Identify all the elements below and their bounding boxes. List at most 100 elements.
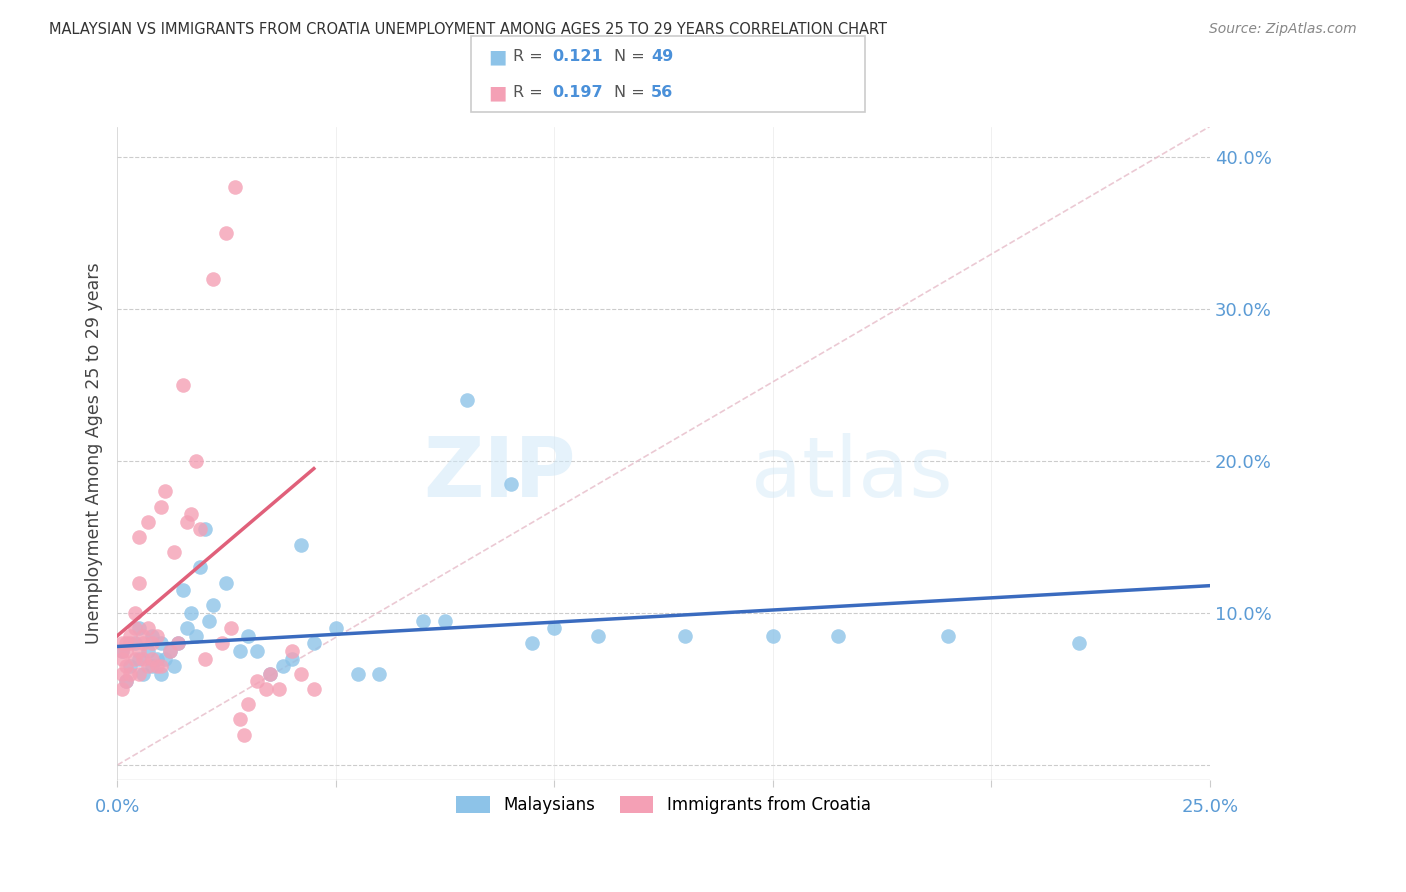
Point [128, 621, 150, 635]
Point [1067, 636, 1090, 650]
Point [325, 621, 347, 635]
Point [673, 629, 696, 643]
Point [110, 636, 132, 650]
Point [124, 606, 146, 620]
Text: Source: ZipAtlas.com: Source: ZipAtlas.com [1209, 22, 1357, 37]
Point [128, 651, 150, 665]
Text: R =: R = [513, 49, 548, 64]
Point [271, 659, 294, 673]
Point [281, 651, 304, 665]
Point [259, 666, 281, 681]
Point [224, 180, 246, 194]
Point [368, 666, 391, 681]
Point [136, 644, 159, 658]
Point [124, 636, 146, 650]
Point [115, 674, 138, 689]
Point [232, 728, 254, 742]
Point [149, 659, 172, 673]
Point [141, 659, 163, 673]
Point [543, 621, 565, 635]
Point [194, 523, 217, 537]
Point [132, 666, 155, 681]
Point [145, 659, 167, 673]
Point [215, 575, 238, 590]
Point [120, 666, 142, 681]
Point [499, 476, 522, 491]
Point [194, 651, 217, 665]
Point [202, 271, 225, 285]
Point [136, 621, 159, 635]
Point [762, 629, 785, 643]
Point [215, 226, 238, 240]
Point [188, 523, 211, 537]
Text: R =: R = [513, 85, 548, 100]
Point [172, 583, 194, 598]
Point [136, 659, 159, 673]
Point [141, 629, 163, 643]
Point [412, 614, 434, 628]
Point [136, 515, 159, 529]
Text: N =: N = [614, 85, 651, 100]
Point [115, 659, 138, 673]
Point [120, 629, 142, 643]
Point [228, 644, 250, 658]
Point [110, 644, 132, 658]
Point [184, 629, 207, 643]
Text: ZIP: ZIP [423, 433, 576, 514]
Point [128, 666, 150, 681]
Text: atlas: atlas [751, 433, 953, 514]
Point [228, 713, 250, 727]
Point [149, 500, 172, 514]
Point [167, 636, 190, 650]
Point [180, 606, 202, 620]
Point [149, 666, 172, 681]
Point [202, 599, 225, 613]
Point [110, 644, 132, 658]
Point [522, 636, 544, 650]
Point [128, 644, 150, 658]
Point [115, 636, 138, 650]
Point [115, 644, 138, 658]
Point [163, 545, 186, 559]
Text: N =: N = [614, 49, 651, 64]
Point [433, 614, 456, 628]
Legend: Malaysians, Immigrants from Croatia: Malaysians, Immigrants from Croatia [450, 789, 877, 821]
Point [456, 393, 478, 408]
Point [827, 629, 849, 643]
Point [163, 659, 186, 673]
Point [110, 651, 132, 665]
Point [124, 651, 146, 665]
Point [155, 651, 177, 665]
Point [132, 629, 155, 643]
Point [238, 629, 260, 643]
Point [281, 644, 304, 658]
Point [115, 674, 138, 689]
Point [145, 629, 167, 643]
Point [141, 651, 163, 665]
Point [155, 484, 177, 499]
Point [159, 644, 181, 658]
Point [302, 636, 325, 650]
Point [149, 636, 172, 650]
Point [259, 666, 281, 681]
Text: 0.121: 0.121 [553, 49, 603, 64]
Point [110, 666, 132, 681]
Point [290, 666, 312, 681]
Text: ■: ■ [488, 83, 506, 102]
Point [219, 621, 242, 635]
Text: 56: 56 [651, 85, 673, 100]
Text: 49: 49 [651, 49, 673, 64]
Point [110, 682, 132, 697]
Point [267, 682, 290, 697]
Text: ■: ■ [488, 47, 506, 66]
Point [211, 636, 233, 650]
Point [198, 614, 221, 628]
Point [302, 682, 325, 697]
Point [167, 636, 190, 650]
Y-axis label: Unemployment Among Ages 25 to 29 years: Unemployment Among Ages 25 to 29 years [86, 262, 103, 644]
Point [346, 666, 368, 681]
Point [159, 644, 181, 658]
Point [238, 698, 260, 712]
Point [132, 636, 155, 650]
Point [128, 530, 150, 544]
